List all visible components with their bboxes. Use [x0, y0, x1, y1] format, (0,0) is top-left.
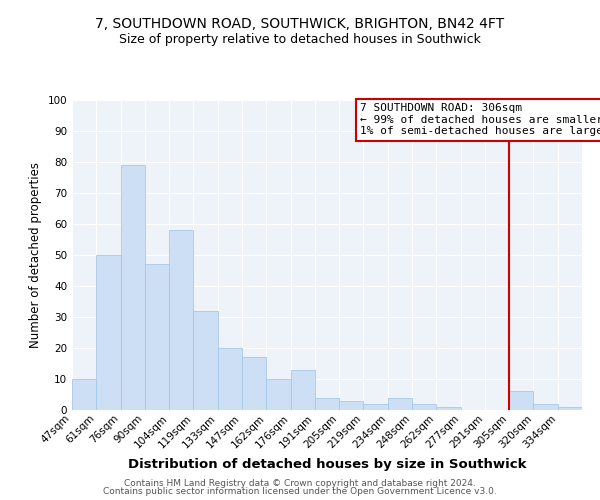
Bar	[218, 348, 242, 410]
Bar	[193, 311, 218, 410]
Bar	[266, 379, 290, 410]
Bar	[242, 358, 266, 410]
Bar	[558, 407, 582, 410]
Bar	[436, 407, 461, 410]
Bar	[364, 404, 388, 410]
Bar	[388, 398, 412, 410]
Bar	[412, 404, 436, 410]
Bar	[96, 255, 121, 410]
X-axis label: Distribution of detached houses by size in Southwick: Distribution of detached houses by size …	[128, 458, 526, 471]
Bar	[121, 165, 145, 410]
Bar	[315, 398, 339, 410]
Bar	[145, 264, 169, 410]
Bar	[339, 400, 364, 410]
Text: 7, SOUTHDOWN ROAD, SOUTHWICK, BRIGHTON, BN42 4FT: 7, SOUTHDOWN ROAD, SOUTHWICK, BRIGHTON, …	[95, 18, 505, 32]
Bar	[290, 370, 315, 410]
Bar	[533, 404, 558, 410]
Y-axis label: Number of detached properties: Number of detached properties	[29, 162, 42, 348]
Text: Contains public sector information licensed under the Open Government Licence v3: Contains public sector information licen…	[103, 487, 497, 496]
Text: 7 SOUTHDOWN ROAD: 306sqm
← 99% of detached houses are smaller (346)
1% of semi-d: 7 SOUTHDOWN ROAD: 306sqm ← 99% of detach…	[360, 103, 600, 136]
Bar	[169, 230, 193, 410]
Text: Size of property relative to detached houses in Southwick: Size of property relative to detached ho…	[119, 32, 481, 46]
Bar	[509, 392, 533, 410]
Text: Contains HM Land Registry data © Crown copyright and database right 2024.: Contains HM Land Registry data © Crown c…	[124, 478, 476, 488]
Bar	[72, 379, 96, 410]
